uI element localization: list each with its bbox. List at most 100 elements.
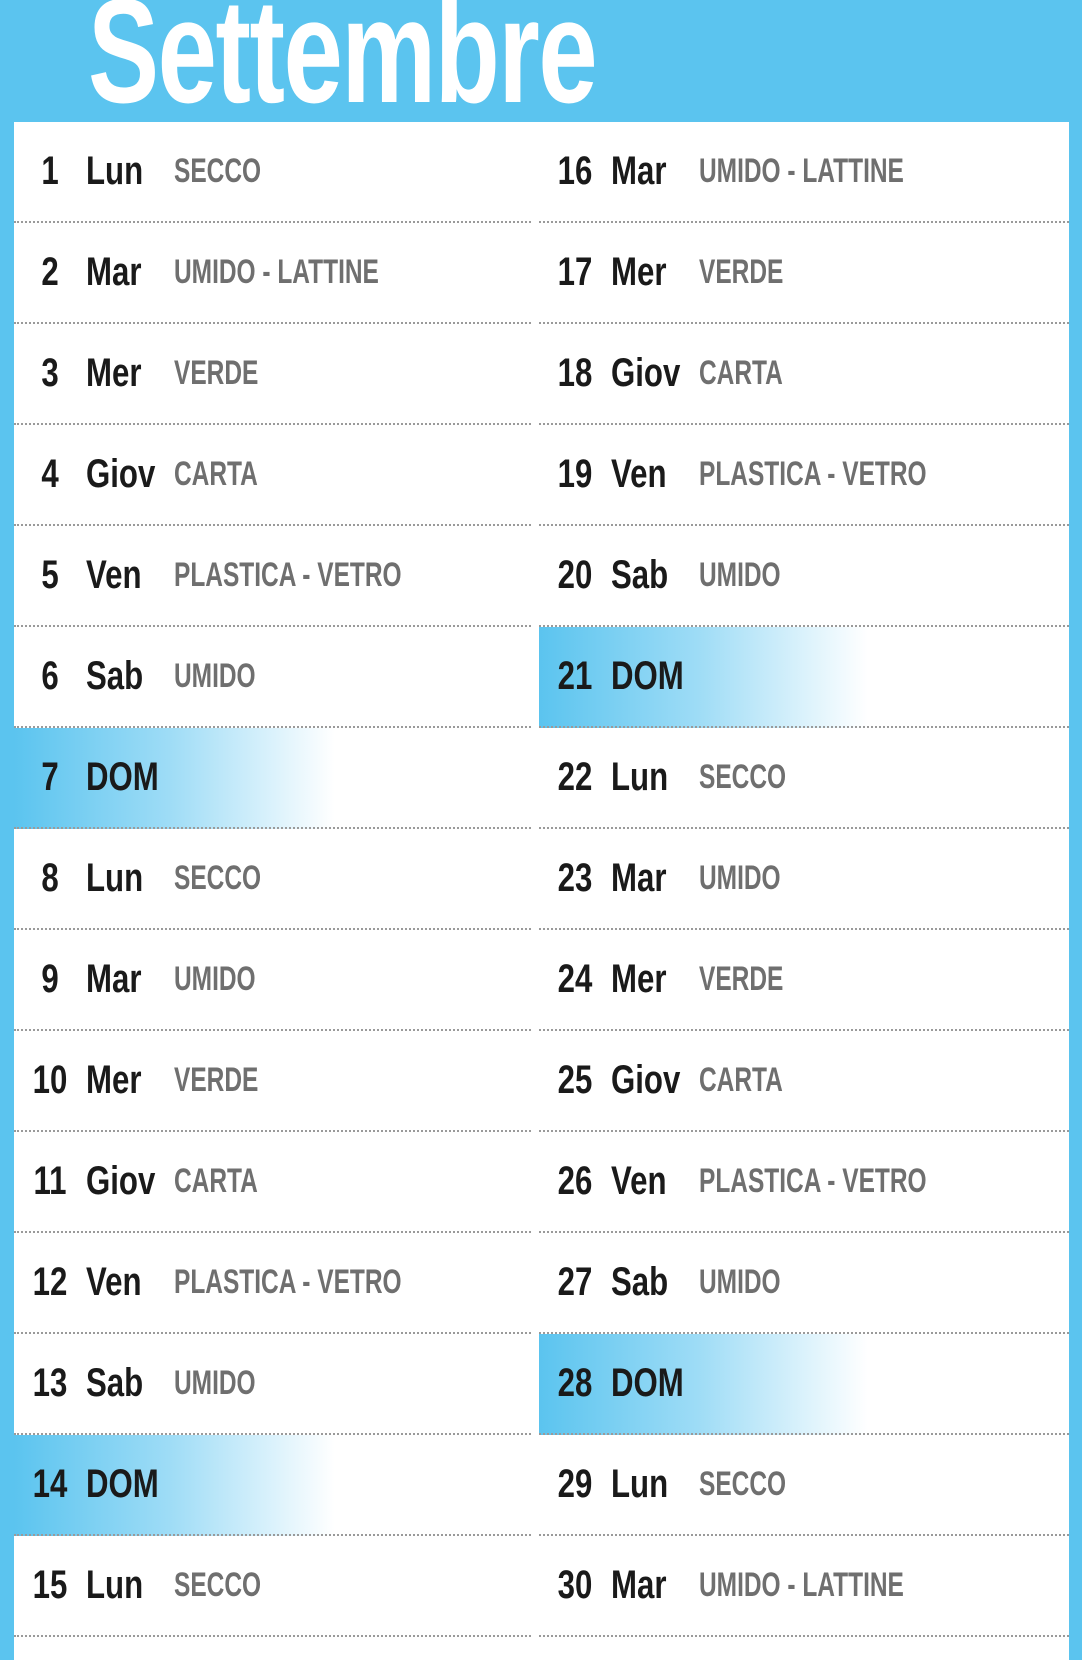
day-number: 7 xyxy=(41,755,59,799)
day-number: 16 xyxy=(557,149,593,193)
day-number: 11 xyxy=(33,1159,67,1203)
weekday-label: Lun xyxy=(86,1563,144,1607)
waste-type-label: UMIDO xyxy=(174,960,256,998)
day-row: 22 Lun SECCO xyxy=(539,728,1069,829)
day-number: 26 xyxy=(557,1159,593,1203)
weekday-label: Giov xyxy=(611,1058,681,1102)
waste-type-label: UMIDO xyxy=(174,1364,256,1402)
day-number: 9 xyxy=(41,957,59,1001)
waste-type-label: PLASTICA - VETRO xyxy=(174,1263,402,1301)
sunday-row: 14 DOM xyxy=(14,1435,531,1536)
waste-type-label: VERDE xyxy=(174,1061,259,1099)
day-row: 13 Sab UMIDO xyxy=(14,1334,531,1435)
day-number: 24 xyxy=(557,957,593,1001)
waste-type-label: UMIDO xyxy=(174,657,256,695)
day-row: 6 Sab UMIDO xyxy=(14,627,531,728)
day-number: 28 xyxy=(557,1361,593,1405)
weekday-label: DOM xyxy=(611,1361,684,1405)
waste-type-label: PLASTICA - VETRO xyxy=(174,556,402,594)
weekday-label: Mer xyxy=(86,1058,142,1102)
day-row: 5 Ven PLASTICA - VETRO xyxy=(14,526,531,627)
day-row: 25 Giov CARTA xyxy=(539,1031,1069,1132)
day-number: 18 xyxy=(557,351,593,395)
day-row: 18 Giov CARTA xyxy=(539,324,1069,425)
day-number: 21 xyxy=(557,654,593,698)
day-number: 13 xyxy=(32,1361,68,1405)
weekday-label: DOM xyxy=(611,654,684,698)
waste-type-label: SECCO xyxy=(174,859,262,897)
weekday-label: DOM xyxy=(86,755,159,799)
day-number: 25 xyxy=(557,1058,593,1102)
waste-type-label: CARTA xyxy=(699,1061,783,1099)
weekday-label: Sab xyxy=(611,553,669,597)
waste-type-label: VERDE xyxy=(699,960,784,998)
day-row: 17 Mer VERDE xyxy=(539,223,1069,324)
day-number: 1 xyxy=(41,149,59,193)
month-title: Settembre xyxy=(88,0,598,134)
waste-type-label: UMIDO xyxy=(699,556,781,594)
weekday-label: Ven xyxy=(611,452,667,496)
waste-type-label: UMIDO xyxy=(699,1263,781,1301)
waste-type-label: SECCO xyxy=(699,1465,787,1503)
waste-type-label: CARTA xyxy=(174,1162,258,1200)
day-row: 24 Mer VERDE xyxy=(539,930,1069,1031)
weekday-label: Mar xyxy=(611,1563,667,1607)
waste-type-label: UMIDO xyxy=(699,859,781,897)
day-number: 8 xyxy=(41,856,59,900)
weekday-label: Mar xyxy=(86,957,142,1001)
waste-type-label: PLASTICA - VETRO xyxy=(699,455,927,493)
day-row: 23 Mar UMIDO xyxy=(539,829,1069,930)
day-row: 12 Ven PLASTICA - VETRO xyxy=(14,1233,531,1334)
waste-type-label: SECCO xyxy=(699,758,787,796)
day-number: 10 xyxy=(32,1058,68,1102)
weekday-label: Giov xyxy=(86,452,156,496)
waste-type-label: UMIDO - LATTINE xyxy=(699,152,904,190)
waste-type-label: UMIDO - LATTINE xyxy=(174,253,379,291)
day-number: 4 xyxy=(41,452,59,496)
day-row: 11 Giov CARTA xyxy=(14,1132,531,1233)
day-row: 29 Lun SECCO xyxy=(539,1435,1069,1536)
weekday-label: Mer xyxy=(611,250,667,294)
weekday-label: Lun xyxy=(611,755,669,799)
weekday-label: Ven xyxy=(86,1260,142,1304)
day-row: 1 Lun SECCO xyxy=(14,122,531,223)
day-number: 22 xyxy=(557,755,593,799)
waste-type-label: VERDE xyxy=(699,253,784,291)
day-row: 19 Ven PLASTICA - VETRO xyxy=(539,425,1069,526)
weekday-label: Giov xyxy=(611,351,681,395)
weekday-label: Mar xyxy=(611,856,667,900)
day-row: 15 Lun SECCO xyxy=(14,1536,531,1637)
day-number: 2 xyxy=(41,250,59,294)
day-number: 20 xyxy=(557,553,593,597)
day-row: 16 Mar UMIDO - LATTINE xyxy=(539,122,1069,223)
day-row: 26 Ven PLASTICA - VETRO xyxy=(539,1132,1069,1233)
waste-type-label: VERDE xyxy=(174,354,259,392)
weekday-label: DOM xyxy=(86,1462,159,1506)
days-column-right: 16 Mar UMIDO - LATTINE 17 Mer VERDE 18 Giov CART… xyxy=(539,122,1069,1660)
weekday-label: Sab xyxy=(86,1361,144,1405)
day-row: 20 Sab UMIDO xyxy=(539,526,1069,627)
day-number: 19 xyxy=(557,452,593,496)
weekday-label: Ven xyxy=(611,1159,667,1203)
weekday-label: Mer xyxy=(611,957,667,1001)
waste-type-label: PLASTICA - VETRO xyxy=(699,1162,927,1200)
day-row: 9 Mar UMIDO xyxy=(14,930,531,1031)
waste-type-label: UMIDO - LATTINE xyxy=(699,1566,904,1604)
day-number: 6 xyxy=(41,654,59,698)
day-number: 23 xyxy=(557,856,593,900)
day-number: 29 xyxy=(557,1462,593,1506)
day-row: 4 Giov CARTA xyxy=(14,425,531,526)
weekday-label: Giov xyxy=(86,1159,156,1203)
sunday-row: 28 DOM xyxy=(539,1334,1069,1435)
calendar-panel: 1 Lun SECCO 2 Mar UMIDO - LATTINE 3 Mer VERDE 4 Gi… xyxy=(14,122,1069,1660)
day-row: 27 Sab UMIDO xyxy=(539,1233,1069,1334)
day-number: 17 xyxy=(557,250,593,294)
day-row: 10 Mer VERDE xyxy=(14,1031,531,1132)
weekday-label: Lun xyxy=(611,1462,669,1506)
weekday-label: Lun xyxy=(86,149,144,193)
sunday-row: 7 DOM xyxy=(14,728,531,829)
day-number: 15 xyxy=(32,1563,68,1607)
day-row: 3 Mer VERDE xyxy=(14,324,531,425)
day-row: 2 Mar UMIDO - LATTINE xyxy=(14,223,531,324)
